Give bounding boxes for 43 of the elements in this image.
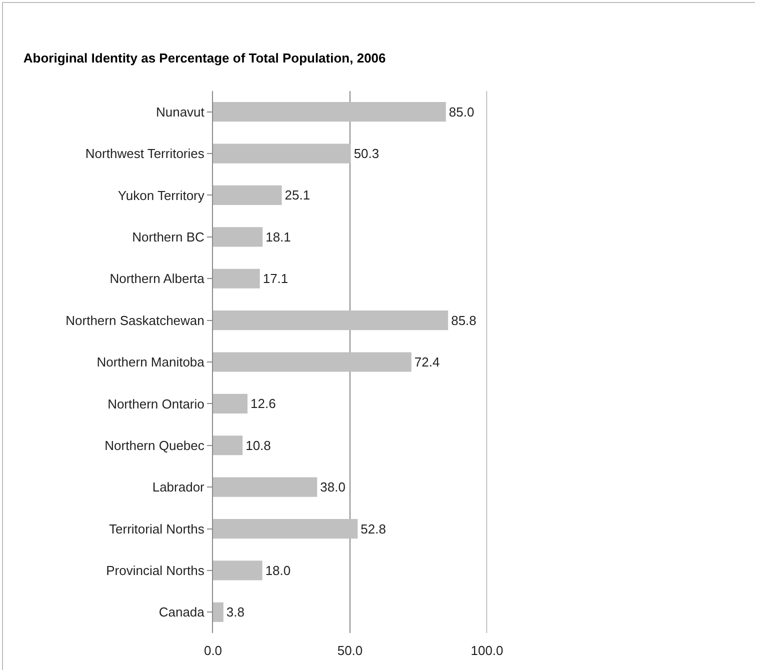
- y-tick-label: Northern BC: [132, 229, 204, 244]
- y-tick-label: Northern Ontario: [108, 396, 204, 412]
- data-label: 18.1: [266, 229, 291, 244]
- chart-title: Aboriginal Identity as Percentage of Total Population, 2006: [23, 50, 386, 66]
- data-label: 72.4: [414, 354, 440, 370]
- data-label: 50.3: [354, 146, 380, 162]
- bar: [213, 268, 260, 288]
- data-label: 3.8: [226, 604, 244, 620]
- y-tick-label: Northwest Territories: [85, 146, 205, 162]
- bar: [213, 477, 318, 497]
- data-label: 10.8: [246, 438, 271, 453]
- data-label: 38.0: [320, 480, 346, 495]
- y-tick-label: Canada: [158, 604, 206, 620]
- data-label: 17.1: [262, 271, 288, 286]
- y-tick-label: Provincial Norths: [106, 563, 205, 578]
- bar: [213, 394, 248, 414]
- bar: [213, 310, 448, 330]
- bar: [213, 185, 282, 206]
- y-tick-label: Nunavut: [156, 104, 205, 120]
- bar: [213, 560, 262, 580]
- y-tick-label: Northern Alberta: [110, 271, 206, 286]
- y-tick-label: Labrador: [152, 480, 206, 495]
- y-tick-label: Yukon Territory: [118, 188, 205, 203]
- y-tick-label: Northern Manitoba: [96, 354, 206, 370]
- bar: [213, 602, 224, 622]
- x-tick-label: 0.0: [204, 643, 222, 658]
- x-tick-label: 100.0: [470, 643, 504, 658]
- bar: [213, 436, 243, 456]
- y-tick-label: Northern Saskatchewan: [66, 312, 204, 328]
- y-tick-label: Territorial Norths: [109, 521, 205, 536]
- bar: [213, 227, 263, 247]
- data-label: 12.6: [250, 396, 276, 412]
- bar: [213, 518, 358, 539]
- data-label: 52.8: [360, 521, 386, 536]
- data-label: 85.0: [448, 104, 474, 120]
- x-tick-label: 50.0: [337, 643, 363, 658]
- data-label: 85.8: [451, 312, 476, 328]
- bar: [213, 102, 446, 122]
- data-label: 18.0: [265, 562, 291, 578]
- y-tick-label: Northern Quebec: [104, 438, 205, 453]
- bar: [213, 352, 412, 372]
- bar: [213, 144, 351, 164]
- data-label: 25.1: [284, 188, 310, 203]
